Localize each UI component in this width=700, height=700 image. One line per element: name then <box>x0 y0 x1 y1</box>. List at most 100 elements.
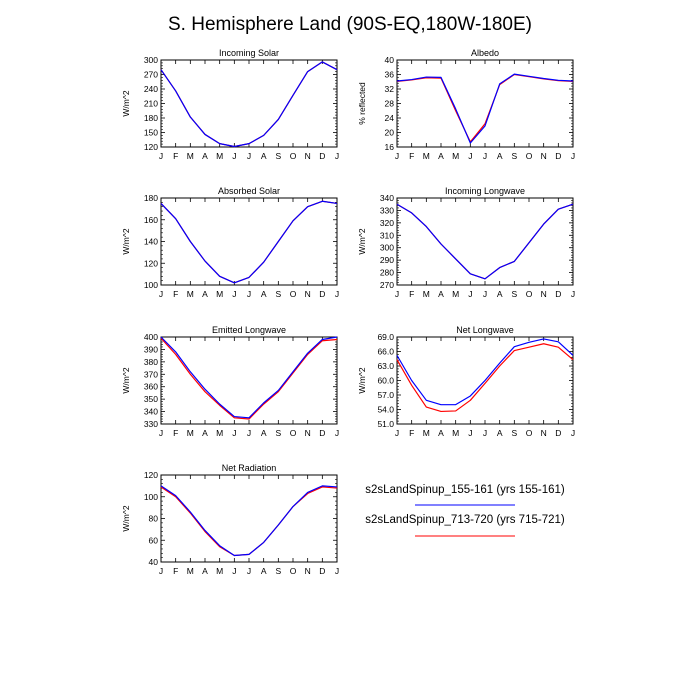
x-tick-label: S <box>275 151 281 161</box>
legend-label-1: s2sLandSpinup_713-720 (yrs 715-721) <box>365 514 565 526</box>
x-tick-label: J <box>159 151 163 161</box>
y-tick-label: 240 <box>144 84 158 94</box>
series-line-1 <box>396 73 574 143</box>
y-tick-label: 370 <box>144 369 158 379</box>
x-tick-label: J <box>335 428 339 438</box>
y-tick-label: 380 <box>144 357 158 367</box>
x-tick-label: J <box>159 428 163 438</box>
x-tick-label: S <box>511 428 517 438</box>
x-tick-label: A <box>261 151 267 161</box>
y-tick-label: 270 <box>144 70 158 80</box>
x-tick-label: J <box>483 151 487 161</box>
x-tick-label: S <box>275 428 281 438</box>
series-line-1 <box>160 337 338 420</box>
x-tick-label: M <box>423 428 430 438</box>
x-tick-label: M <box>423 151 430 161</box>
x-tick-label: O <box>290 151 297 161</box>
x-tick-label: A <box>202 151 208 161</box>
x-tick-label: M <box>187 289 194 299</box>
y-tick-label: 300 <box>380 243 394 253</box>
x-tick-label: J <box>468 428 472 438</box>
y-tick-label: 16 <box>385 142 395 152</box>
x-tick-label: A <box>202 428 208 438</box>
y-tick-label: 290 <box>380 255 394 265</box>
plot-frame <box>396 197 574 286</box>
series-line-1 <box>160 61 338 148</box>
x-tick-label: N <box>305 428 311 438</box>
x-tick-label: D <box>555 428 561 438</box>
x-tick-label: O <box>526 151 533 161</box>
x-tick-label: J <box>571 151 575 161</box>
x-tick-label: D <box>319 566 325 576</box>
x-tick-label: F <box>173 151 178 161</box>
x-tick-label: F <box>409 428 414 438</box>
y-tick-label: 340 <box>380 193 394 203</box>
y-tick-label: 140 <box>144 237 158 247</box>
panel-title: Incoming Solar <box>219 48 279 58</box>
x-tick-label: N <box>305 151 311 161</box>
x-tick-label: A <box>497 151 503 161</box>
legend-label-0: s2sLandSpinup_155-161 (yrs 155-161) <box>365 484 565 496</box>
y-axis-label: W/m^2 <box>357 228 367 254</box>
x-tick-label: J <box>159 289 163 299</box>
y-tick-label: 400 <box>144 332 158 342</box>
x-tick-label: J <box>571 289 575 299</box>
x-tick-label: J <box>159 566 163 576</box>
x-tick-label: S <box>511 151 517 161</box>
x-tick-label: O <box>290 566 297 576</box>
y-tick-label: 320 <box>380 218 394 228</box>
x-tick-label: N <box>541 428 547 438</box>
panel-5: Net Longwave 51.0 54.0 57.0 60.0 63.0 66.0 69.0… <box>357 325 575 438</box>
y-tick-label: 69.0 <box>377 332 394 342</box>
y-tick-label: 330 <box>380 205 394 215</box>
y-tick-label: 100 <box>144 492 158 502</box>
x-tick-label: J <box>232 566 236 576</box>
y-tick-label: 28 <box>385 99 395 109</box>
x-tick-label: J <box>247 289 251 299</box>
x-tick-label: O <box>526 289 533 299</box>
y-axis-label: W/m^2 <box>121 505 131 531</box>
x-tick-label: J <box>571 428 575 438</box>
series-line-1 <box>396 343 574 413</box>
y-tick-label: 32 <box>385 84 395 94</box>
y-tick-label: 360 <box>144 382 158 392</box>
x-tick-label: M <box>216 428 223 438</box>
series-line-1 <box>396 203 574 280</box>
x-tick-label: J <box>247 151 251 161</box>
y-tick-label: 280 <box>380 268 394 278</box>
y-tick-label: 310 <box>380 230 394 240</box>
x-tick-label: A <box>497 289 503 299</box>
x-tick-label: M <box>187 151 194 161</box>
plot-frame <box>160 474 338 563</box>
series-line-1 <box>160 200 338 284</box>
y-axis-label: W/m^2 <box>121 90 131 116</box>
x-tick-label: N <box>541 151 547 161</box>
x-tick-label: J <box>335 566 339 576</box>
y-tick-label: 20 <box>385 128 395 138</box>
x-tick-label: J <box>232 428 236 438</box>
x-tick-label: O <box>526 428 533 438</box>
y-tick-label: 120 <box>144 142 158 152</box>
x-tick-label: A <box>438 151 444 161</box>
x-tick-label: J <box>335 289 339 299</box>
x-tick-label: J <box>395 428 399 438</box>
series-line-0 <box>160 485 338 557</box>
y-tick-label: 66.0 <box>377 347 394 357</box>
y-tick-label: 120 <box>144 258 158 268</box>
plot-frame <box>160 59 338 148</box>
x-tick-label: O <box>290 289 297 299</box>
panel-title: Albedo <box>471 48 499 58</box>
x-tick-label: S <box>275 289 281 299</box>
series-line-0 <box>396 203 574 280</box>
y-tick-label: 60 <box>149 535 159 545</box>
x-tick-label: F <box>173 289 178 299</box>
y-tick-label: 340 <box>144 407 158 417</box>
series-line-0 <box>160 336 338 419</box>
x-tick-label: O <box>290 428 297 438</box>
y-tick-label: 51.0 <box>377 419 394 429</box>
series-line-1 <box>160 486 338 557</box>
